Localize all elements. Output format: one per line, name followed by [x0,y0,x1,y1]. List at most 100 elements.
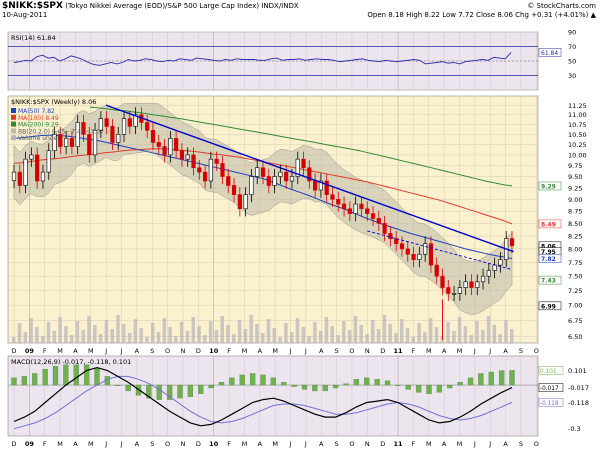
volume-bar [29,318,33,343]
volume-bar [81,330,85,343]
volume-bar [284,323,288,343]
candle-body [231,185,237,195]
macd-histogram-bar [187,384,194,397]
candle-body [46,150,51,173]
month-tick-label: D [196,440,201,448]
macd-histogram-bar [270,377,277,386]
candle-body [457,287,462,294]
month-tick-label: 11 [394,440,404,448]
candle-body [376,218,381,224]
volume-bar [75,321,80,343]
volume-bar [295,318,300,343]
month-tick-label: O [534,347,539,355]
macd-histogram-bar [353,379,360,386]
volume-bar [127,333,132,343]
month-tick-label: D [380,347,385,355]
price-tick-label: 8.50 [568,220,582,228]
macd-histogram-bar [384,380,391,386]
candle-body [405,248,410,255]
macd-histogram-bar [467,377,474,386]
candle-body [162,146,167,156]
macd-histogram-bar [63,364,69,386]
volume-bar [35,327,39,343]
price-value-label: 9.29 [541,183,556,190]
volume-bar [382,315,387,343]
candle-body [87,134,92,156]
candle-body [463,281,468,288]
candle-body [191,154,196,169]
candle-body [313,180,318,191]
candle-body [423,243,428,255]
bollinger-band [13,103,513,315]
month-tick-label: N [365,440,370,448]
macd-histogram-bar [415,384,422,393]
candle-body [469,281,474,288]
candle-body [23,158,28,186]
volume-bar [289,332,294,343]
month-tick-label: 11 [394,347,404,355]
macd-histogram-bar [426,384,432,394]
macd-histogram-bar [177,384,183,399]
candle-body [480,275,486,283]
price-value-label: 7.82 [541,256,556,263]
month-tick-label: M [57,347,63,355]
volume-bar [156,332,161,343]
macd-histogram-bar [301,384,308,390]
volume-bar [463,326,468,343]
volume-bar [191,317,196,343]
candle-body [64,138,69,147]
volume-bar [336,335,340,343]
month-tick-label: A [258,440,263,448]
brand-label: © StockCharts.com [527,2,596,10]
macd-histogram-bar [343,383,349,386]
legend-label: MA(100) 8.49 [18,115,59,122]
price-tick-label: 8.75 [568,208,582,216]
price-value-tag [538,219,562,229]
month-tick-label: A [73,347,78,355]
rsi-tick-label: 50 [568,58,576,66]
macd-value-tag [538,398,564,407]
price-value-tag [538,181,562,191]
price-tick-label: 10.25 [568,141,587,149]
month-tick-label: N [365,347,370,355]
candle-body [197,167,202,173]
candle-body [266,176,271,186]
volume-bar [150,323,155,343]
macd-histogram-bar [509,370,515,386]
volume-bar [417,323,421,343]
candle-body [243,194,248,210]
candle-body [301,158,306,169]
rsi-tick-label: 30 [568,72,576,80]
macd-histogram-bar [374,379,380,386]
volume-bar [17,323,22,343]
macd-title: MACD(12,26,9) -0.017, -0.118, 0.101 [11,358,131,366]
chart-title: $NIKK:$SPX (Tokyo Nikkei Average (EOD)/S… [2,1,299,11]
candle-body [359,203,364,210]
volume-bar [232,334,236,343]
volume-bar [179,322,184,343]
legend-label: MA(200) 9.29 [18,122,59,129]
candle-body [226,176,231,186]
candle-body [411,253,416,260]
volume-bar [510,329,514,343]
price-tick-label: 8.25 [568,232,582,240]
volume-bar [428,318,433,343]
month-tick-label: D [11,440,16,448]
month-tick-label: 09 [25,440,35,448]
month-tick-label: J [120,347,123,355]
price-tick-label: 8.00 [568,245,582,253]
candle-body [92,130,98,156]
macd-histogram-bar [332,384,339,389]
macd-histogram-bar [447,384,453,389]
month-tick-label: D [196,347,201,355]
month-tick-label: M [88,347,94,355]
volume-bar [347,330,352,343]
macd-histogram-bar [218,382,225,386]
volume-bar [261,333,265,343]
rsi-line [13,52,512,66]
month-tick-label: D [380,440,385,448]
volume-bar [492,325,497,343]
volume-bar [87,316,91,343]
candle-body [399,243,405,250]
candle-body [168,138,173,156]
